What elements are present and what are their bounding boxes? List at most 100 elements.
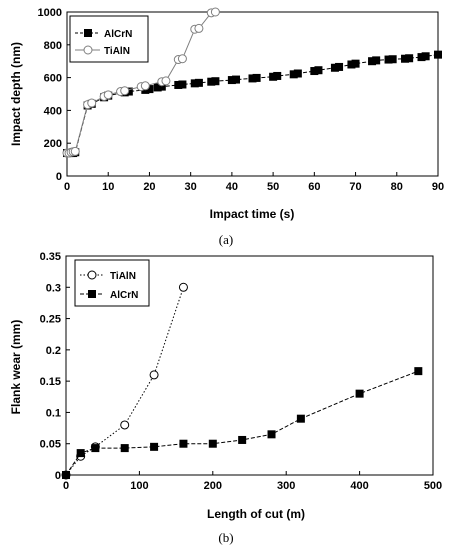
data-point-tialn <box>161 76 171 86</box>
data-point-alcrn <box>421 52 430 61</box>
data-point-alcrn <box>314 66 323 75</box>
chart-b-legend-box <box>74 259 150 307</box>
data-point-alcrn <box>434 50 442 59</box>
data-point-alcrn <box>232 75 241 84</box>
x-tick-label: 90 <box>432 181 444 193</box>
chart-flank-wear: Flank wear (mm) Length of cut (m) (b) 0 1… <box>9 251 442 545</box>
data-point-alcrn <box>157 82 166 91</box>
data-point-alcrn <box>145 85 154 94</box>
data-point-tialn <box>70 146 80 156</box>
x-tick-label: 50 <box>267 181 279 193</box>
data-point-alcrn <box>178 80 187 89</box>
data-point-alcrn <box>273 71 282 80</box>
data-point-alcrn <box>293 69 302 78</box>
plot-frame-b <box>65 255 434 476</box>
data-point-alcrn <box>207 77 216 86</box>
chart-impact-depth: Impact depth (nm) Impact time (s) (a) 0 1… <box>9 7 444 247</box>
data-point-alcrn <box>384 55 393 64</box>
x-tick-label: 500 <box>424 480 442 492</box>
x-tick-label: 80 <box>391 181 403 193</box>
y-tick-label: 200 <box>44 138 62 150</box>
y-tick-label: 0 <box>56 171 62 183</box>
y-tick-label: 0.3 <box>46 282 61 294</box>
data-point-tialn <box>177 54 187 64</box>
y-tick-label: 0.15 <box>40 376 61 388</box>
y-tick-label: 0.25 <box>40 314 61 326</box>
data-point-alcrn <box>194 78 203 87</box>
chart-a-ylabel: Impact depth (nm) <box>9 42 23 146</box>
data-point-alcrn <box>355 389 364 398</box>
plot-frame-a <box>66 11 439 177</box>
data-point-tialn <box>87 98 97 108</box>
data-point-alcrn <box>414 367 423 376</box>
data-point-alcrn <box>150 442 159 451</box>
x-tick-label: 0 <box>64 181 70 193</box>
x-tick-label: 0 <box>63 480 69 492</box>
x-tick-label: 40 <box>226 181 238 193</box>
data-point-alcrn <box>310 67 319 76</box>
legend-marker-b-alcrn <box>88 290 96 298</box>
y-tick-label: 1000 <box>38 7 62 19</box>
x-tick-label: 300 <box>277 480 295 492</box>
series-line-tialn <box>65 287 184 476</box>
data-point-alcrn <box>417 53 426 62</box>
data-point-alcrn <box>208 439 217 448</box>
data-point-tialn <box>103 90 113 100</box>
data-point-alcrn <box>211 77 220 86</box>
legend-marker-alcrn <box>84 29 92 37</box>
data-point-alcrn <box>388 55 397 64</box>
data-point-alcrn <box>405 54 414 63</box>
data-point-alcrn <box>335 62 344 71</box>
y-tick-label: 0.2 <box>46 345 61 357</box>
x-tick-label: 70 <box>349 181 361 193</box>
data-point-alcrn <box>347 60 356 69</box>
chart-a-legend: AlCrN TiAlN <box>69 15 149 63</box>
data-point-alcrn <box>368 57 377 66</box>
data-point-alcrn <box>330 63 339 72</box>
x-tick-label: 20 <box>143 181 155 193</box>
x-tick-label: 60 <box>308 181 320 193</box>
data-point-alcrn <box>153 83 162 92</box>
legend-marker-b-tialn <box>87 270 97 280</box>
chart-a-legend-box <box>69 15 149 63</box>
x-tick-label: 10 <box>102 181 114 193</box>
series-line-alcrn <box>67 54 439 154</box>
chart-a-xlabel: Impact time (s) <box>210 207 295 221</box>
chart-a-caption: (a) <box>219 232 233 247</box>
chart-b-xlabel: Length of cut (m) <box>207 507 305 521</box>
data-point-alcrn <box>401 54 410 63</box>
data-point-alcrn <box>248 74 257 83</box>
x-tick-label: 100 <box>130 480 148 492</box>
legend-marker-tialn <box>83 45 93 55</box>
data-point-alcrn <box>227 76 236 85</box>
x-tick-label: 400 <box>350 480 368 492</box>
data-point-alcrn <box>289 70 298 79</box>
data-point-tialn <box>210 7 220 17</box>
data-point-tialn <box>194 23 204 33</box>
y-tick-label: 0.35 <box>40 251 61 263</box>
data-point-alcrn <box>269 72 278 81</box>
data-point-tialn <box>149 370 159 380</box>
data-point-alcrn <box>351 59 360 68</box>
data-point-tialn <box>178 282 188 292</box>
data-point-alcrn <box>120 444 129 453</box>
chart-b-ylabel: Flank wear (mm) <box>9 320 23 415</box>
legend-label-alcrn: AlCrN <box>104 29 132 40</box>
data-point-alcrn <box>252 73 261 82</box>
legend-label-tialn: TiAlN <box>104 46 130 57</box>
series-line-alcrn <box>65 370 419 476</box>
y-tick-label: 0.1 <box>46 407 61 419</box>
data-point-tialn <box>120 86 130 96</box>
data-point-alcrn <box>296 414 305 423</box>
y-tick-label: 400 <box>44 105 62 117</box>
data-point-alcrn <box>238 435 247 444</box>
data-point-alcrn <box>190 79 199 88</box>
x-tick-label: 200 <box>204 480 222 492</box>
y-tick-label: 800 <box>44 40 62 52</box>
y-tick-label: 600 <box>44 73 62 85</box>
data-point-alcrn <box>267 430 276 439</box>
y-tick-label: 0.05 <box>40 439 61 451</box>
data-point-alcrn <box>179 439 188 448</box>
legend-label-b-alcrn: AlCrN <box>110 290 138 301</box>
